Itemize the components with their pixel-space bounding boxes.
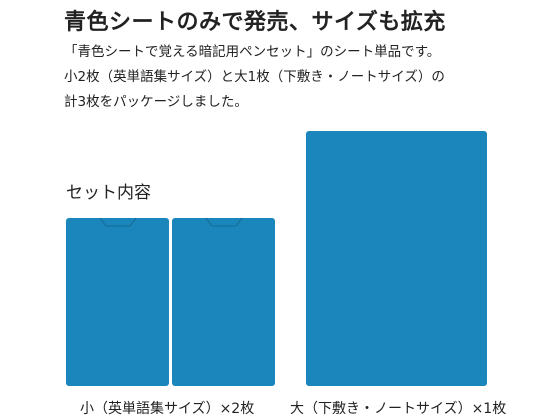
description-line: 「青色シートで覚える暗記用ペンセット」のシート単品です。 [64,44,441,60]
set-heading: セット内容 [66,183,151,203]
description-line: 小2枚（英単語集サイズ）と大1枚（下敷き・ノートサイズ）の [64,69,445,85]
title: 青色シートのみで発売、サイズも拡充 [64,10,446,35]
large-sheet [306,131,487,386]
small-sheet [172,217,275,386]
item-caption: 大（下敷き・ノートサイズ）×1枚 [290,401,507,417]
small-sheet [66,217,169,386]
item-caption: 小（英単語集サイズ）×2枚 [80,401,255,417]
description-line: 計3枚をパッケージしました。 [64,94,248,110]
